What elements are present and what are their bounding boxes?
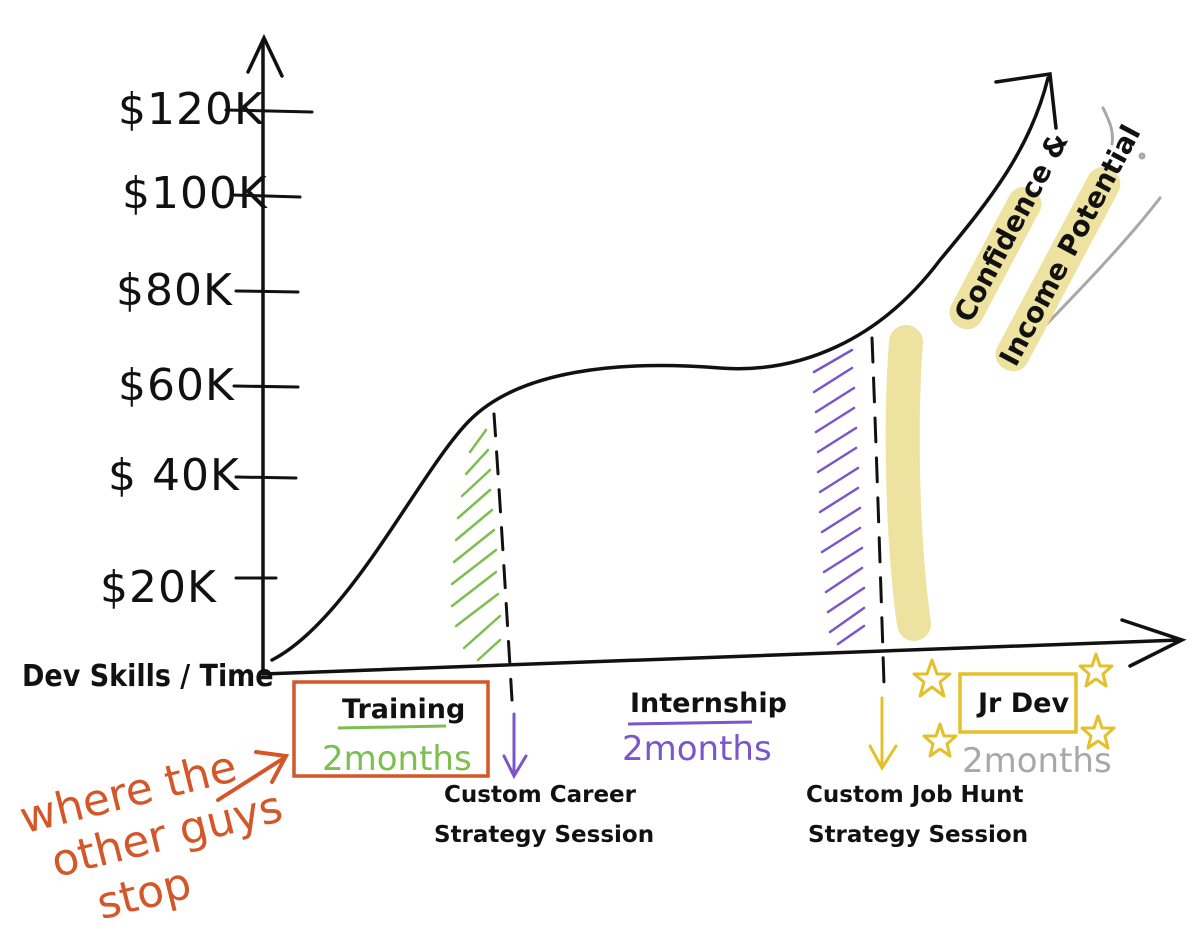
note-arrow	[216, 750, 290, 802]
y-tick-label-120k: $120K	[118, 84, 264, 135]
star-icon	[912, 652, 1116, 758]
job-hunt-session-arrow	[868, 696, 898, 771]
career-session-label-line-2: Strategy Session	[434, 822, 654, 848]
y-tick-label-80k: $80K	[116, 265, 233, 316]
jr-dev-highlight-bar	[885, 325, 931, 641]
training-label: Training	[342, 694, 465, 725]
training-hatching	[450, 428, 502, 662]
curve-label-highlight-1	[949, 186, 1042, 330]
career-session-arrow	[502, 712, 528, 780]
job-hunt-session-label-line-2: Strategy Session	[808, 822, 1028, 848]
x-axis-title: Dev Skills / Time	[22, 659, 274, 694]
y-tick-label-60k: $60K	[118, 360, 235, 411]
y-axis-tick-labels: $120K $100K $80K $60K $ 40K $20K	[100, 84, 268, 613]
training-underline	[337, 724, 447, 730]
job-hunt-session-label-line-1: Custom Job Hunt	[806, 782, 1024, 808]
internship-phase: Internship 2months	[622, 688, 787, 769]
jr-dev-box	[958, 672, 1078, 734]
y-tick-label-100k: $100K	[122, 168, 268, 219]
y-tick-label-20k: $20K	[100, 562, 217, 613]
internship-label: Internship	[630, 688, 787, 719]
training-duration: 2months	[322, 739, 472, 779]
growth-curve	[270, 76, 1050, 662]
x-axis	[261, 618, 1187, 676]
note: where the other guys stop	[15, 741, 288, 930]
training-box	[292, 680, 490, 778]
y-tick-label-40k: $ 40K	[108, 450, 240, 501]
y-axis	[246, 33, 284, 674]
y-axis-ticks	[224, 108, 314, 580]
growth-curve-arrowhead	[994, 72, 1058, 130]
jr-dev-label: Jr Dev	[976, 688, 1069, 719]
internship-underline	[627, 720, 753, 726]
internship-duration: 2months	[622, 729, 772, 769]
internship-boundary-dashed-line	[870, 336, 886, 686]
career-session-label-line-1: Custom Career	[444, 782, 637, 808]
curve-label-highlight-2	[995, 167, 1121, 372]
internship-hatching	[812, 348, 866, 646]
jr-dev-phase: Jr Dev 2months	[912, 652, 1116, 781]
training-boundary-dashed-line	[492, 412, 514, 702]
training-phase: Training 2months	[292, 680, 490, 779]
